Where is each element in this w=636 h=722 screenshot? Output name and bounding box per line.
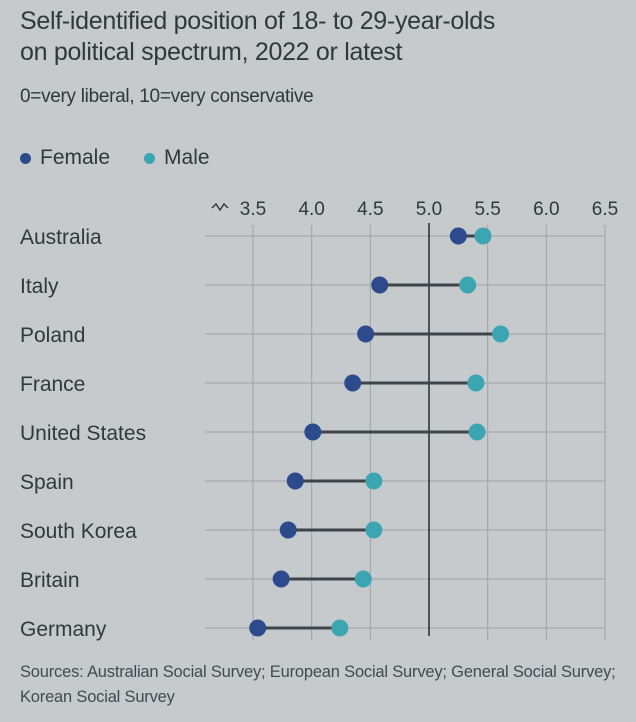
legend-marker-female (20, 152, 31, 164)
legend-label-female: Female (40, 146, 111, 169)
legend: Female Male (20, 146, 244, 170)
point-female (304, 423, 322, 441)
category-label: Germany (20, 618, 107, 641)
point-female (249, 619, 267, 637)
category-label: United States (20, 422, 146, 445)
category-label: Australia (20, 226, 102, 249)
x-tick-label: 4.0 (298, 199, 324, 220)
point-male (459, 276, 477, 294)
x-tick-label: 5.0 (416, 199, 442, 220)
sources-note: Sources: Australian Social Survey; Europ… (20, 663, 616, 706)
x-axis: 3.5 4.0 4.5 5.0 5.5 6.0 6.5 (211, 199, 618, 220)
point-female (357, 325, 375, 343)
chart-subtitle: 0=very liberal, 10=very conservative (20, 86, 314, 107)
point-female (279, 521, 297, 539)
point-male (468, 423, 486, 441)
category-label: France (20, 373, 85, 396)
point-female (371, 276, 389, 294)
x-tick-label: 6.0 (533, 199, 559, 220)
point-male (467, 374, 485, 392)
legend-item-male: Male (144, 146, 210, 170)
category-labels: Australia Italy Poland France United States S… (20, 226, 146, 641)
point-female (449, 227, 467, 245)
legend-item-female: Female (20, 146, 110, 170)
point-male (474, 227, 492, 245)
point-female (272, 570, 290, 588)
chart-title: Self-identified position of 18- to 29-ye… (20, 6, 620, 68)
chart-title-line-2: on political spectrum, 2022 or latest (20, 38, 403, 66)
x-tick-label: 3.5 (240, 199, 266, 220)
category-label: Italy (20, 275, 59, 298)
category-label: Spain (20, 471, 74, 494)
point-male (365, 521, 383, 539)
data-marks (249, 227, 510, 637)
category-label: Poland (20, 324, 85, 347)
point-female (286, 472, 304, 490)
category-label: Britain (20, 569, 80, 592)
point-male (492, 325, 510, 343)
point-male (365, 472, 383, 490)
x-tick-label: 4.5 (357, 199, 383, 220)
legend-marker-male (144, 152, 156, 164)
point-male (354, 570, 372, 588)
point-female (344, 374, 362, 392)
gridlines (205, 223, 606, 640)
point-male (331, 619, 349, 637)
axis-break-icon (211, 202, 229, 212)
category-label: South Korea (20, 520, 137, 543)
legend-label-male: Male (164, 146, 210, 169)
chart-title-line-1: Self-identified position of 18- to 29-ye… (20, 7, 496, 35)
x-tick-label: 6.5 (592, 199, 618, 220)
x-tick-label: 5.5 (474, 199, 500, 220)
